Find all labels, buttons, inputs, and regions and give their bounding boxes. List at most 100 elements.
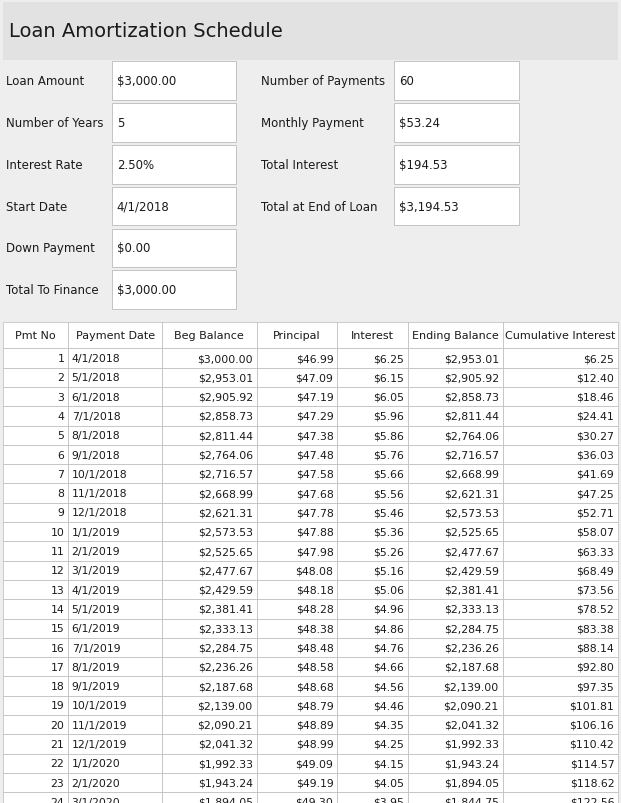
Text: $47.19: $47.19 [296,392,333,402]
Text: $4.56: $4.56 [374,681,404,691]
Text: Number of Payments: Number of Payments [261,75,385,88]
Text: $2,811.44: $2,811.44 [198,430,253,441]
Text: $2,858.73: $2,858.73 [444,392,499,402]
Text: $2,716.57: $2,716.57 [444,450,499,460]
Text: $3,000.00: $3,000.00 [117,75,176,88]
Text: $5.96: $5.96 [374,411,404,422]
Text: 13: 13 [50,585,64,595]
Text: 11: 11 [50,546,64,556]
Text: $0.00: $0.00 [117,243,150,255]
Text: $2,573.53: $2,573.53 [198,527,253,537]
Text: $5.26: $5.26 [374,546,404,556]
Text: $48.99: $48.99 [296,739,333,749]
Text: $2,621.31: $2,621.31 [198,507,253,518]
Text: 9/1/2019: 9/1/2019 [71,681,120,691]
Text: $48.18: $48.18 [296,585,333,595]
Text: $3,000.00: $3,000.00 [197,353,253,364]
Text: $1,894.05: $1,894.05 [197,797,253,803]
Text: 12: 12 [50,565,64,576]
Text: 14: 14 [50,604,64,614]
Text: $2,333.13: $2,333.13 [444,604,499,614]
Text: $4.25: $4.25 [374,739,404,749]
Text: 11/1/2019: 11/1/2019 [71,719,127,730]
Text: $118.62: $118.62 [569,777,614,788]
Text: $46.99: $46.99 [296,353,333,364]
Text: $5.36: $5.36 [374,527,404,537]
Text: $5.56: $5.56 [374,488,404,499]
Text: 8/1/2019: 8/1/2019 [71,662,120,672]
Text: 20: 20 [50,719,64,730]
Text: 2/1/2020: 2/1/2020 [71,777,120,788]
Text: $2,716.57: $2,716.57 [198,469,253,479]
Text: $2,041.32: $2,041.32 [443,719,499,730]
Text: $2,236.26: $2,236.26 [198,662,253,672]
Text: Down Payment: Down Payment [6,243,95,255]
Text: Beg Balance: Beg Balance [175,331,244,340]
Text: $6.25: $6.25 [583,353,614,364]
Text: $48.48: $48.48 [296,642,333,653]
Text: $47.88: $47.88 [296,527,333,537]
Text: $2,764.06: $2,764.06 [443,430,499,441]
Text: $1,943.24: $1,943.24 [444,758,499,768]
Text: $2,953.01: $2,953.01 [443,353,499,364]
Text: $2,139.00: $2,139.00 [443,681,499,691]
Text: $41.69: $41.69 [576,469,614,479]
Text: $47.98: $47.98 [296,546,333,556]
Text: 4: 4 [57,411,64,422]
Text: $48.79: $48.79 [296,700,333,711]
Text: $2,953.01: $2,953.01 [197,373,253,383]
Text: 4/1/2018: 4/1/2018 [71,353,120,364]
Text: 2: 2 [57,373,64,383]
Text: $30.27: $30.27 [576,430,614,441]
Text: 7: 7 [57,469,64,479]
Text: 7/1/2018: 7/1/2018 [71,411,120,422]
Text: $52.71: $52.71 [576,507,614,518]
Text: 6: 6 [57,450,64,460]
Text: $2,905.92: $2,905.92 [443,373,499,383]
Text: $5.76: $5.76 [374,450,404,460]
Text: $83.38: $83.38 [576,623,614,634]
Text: $2,187.68: $2,187.68 [198,681,253,691]
Text: $2,236.26: $2,236.26 [444,642,499,653]
Text: 6/1/2018: 6/1/2018 [71,392,120,402]
Text: $2,905.92: $2,905.92 [197,392,253,402]
Text: $58.07: $58.07 [576,527,614,537]
Text: $2,333.13: $2,333.13 [198,623,253,634]
Text: $2,090.21: $2,090.21 [197,719,253,730]
Text: 9/1/2018: 9/1/2018 [71,450,120,460]
Text: 9: 9 [57,507,64,518]
Text: 5/1/2019: 5/1/2019 [71,604,120,614]
Text: $2,429.59: $2,429.59 [198,585,253,595]
Text: $48.38: $48.38 [296,623,333,634]
Text: Cumulative Interest: Cumulative Interest [505,331,615,340]
Text: $48.89: $48.89 [296,719,333,730]
Text: 11/1/2018: 11/1/2018 [71,488,127,499]
Text: $2,381.41: $2,381.41 [198,604,253,614]
Text: 19: 19 [50,700,64,711]
Text: 16: 16 [50,642,64,653]
Text: $2,668.99: $2,668.99 [198,488,253,499]
Text: Ending Balance: Ending Balance [412,331,499,340]
Text: Start Date: Start Date [6,201,67,214]
Text: $12.40: $12.40 [576,373,614,383]
Text: $36.03: $36.03 [576,450,614,460]
Text: $47.38: $47.38 [296,430,333,441]
Text: $48.08: $48.08 [296,565,333,576]
Text: 1/1/2020: 1/1/2020 [71,758,120,768]
Text: Pmt No: Pmt No [15,331,56,340]
Text: 4/1/2018: 4/1/2018 [117,201,170,214]
Text: $2,284.75: $2,284.75 [198,642,253,653]
Text: $3,194.53: $3,194.53 [399,201,459,214]
Text: $92.80: $92.80 [576,662,614,672]
Text: $1,992.33: $1,992.33 [444,739,499,749]
Text: $2,764.06: $2,764.06 [197,450,253,460]
Text: 15: 15 [50,623,64,634]
Text: 4/1/2019: 4/1/2019 [71,585,120,595]
Text: $2,429.59: $2,429.59 [444,565,499,576]
Text: 60: 60 [399,75,414,88]
Text: 3: 3 [57,392,64,402]
Text: $48.68: $48.68 [296,681,333,691]
Text: $47.25: $47.25 [576,488,614,499]
Text: $2,858.73: $2,858.73 [198,411,253,422]
Text: $4.46: $4.46 [374,700,404,711]
